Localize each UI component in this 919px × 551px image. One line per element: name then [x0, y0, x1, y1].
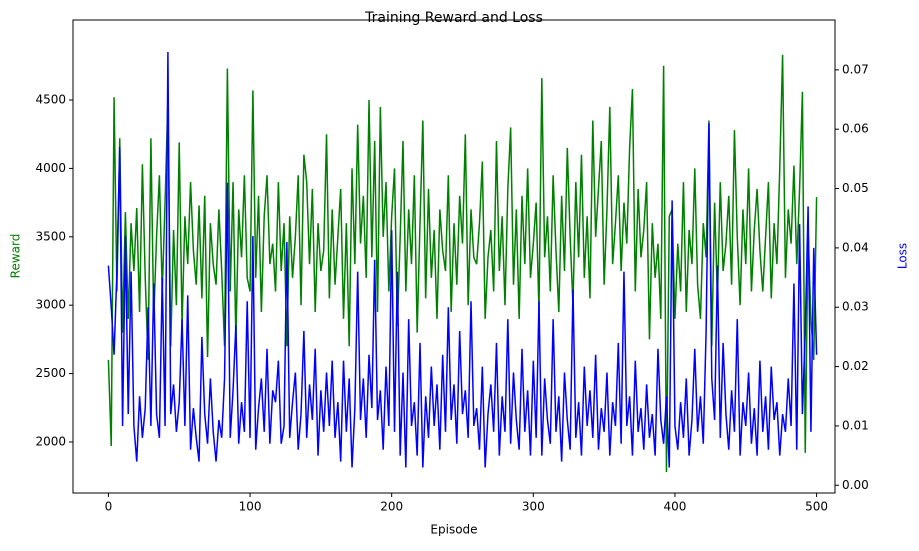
y2-tick-label: 0.01 — [842, 418, 869, 432]
x-tick-label: 100 — [239, 500, 262, 514]
y-tick-label: 4000 — [35, 161, 66, 175]
y-tick-label: 4500 — [35, 93, 66, 107]
series-line — [107, 52, 818, 468]
x-tick-label: 300 — [522, 500, 545, 514]
y-tick-label: 2500 — [35, 366, 66, 380]
y2-tick-label: 0.00 — [842, 478, 869, 492]
x-axis-label: Episode — [430, 523, 477, 537]
y2-tick-label: 0.02 — [842, 359, 869, 373]
y2-tick-label: 0.06 — [842, 122, 869, 136]
x-tick-label: 400 — [663, 500, 686, 514]
x-tick-label: 0 — [105, 500, 113, 514]
x-tick-label: 500 — [805, 500, 828, 514]
y-tick-label: 2000 — [35, 434, 66, 448]
chart-title: Training Reward and Loss — [364, 10, 543, 26]
y2-tick-label: 0.04 — [842, 240, 869, 254]
y2-tick-label: 0.07 — [842, 62, 869, 76]
y-tick-label: 3500 — [35, 229, 66, 243]
plot-frame — [72, 19, 836, 494]
series-line — [107, 54, 818, 473]
y2-axis-label: Loss — [896, 243, 910, 269]
y-axis-label: Reward — [9, 234, 23, 279]
y-tick-label: 3000 — [35, 298, 66, 312]
y2-tick-label: 0.05 — [842, 181, 869, 195]
x-tick-label: 200 — [380, 500, 403, 514]
y2-tick-label: 0.03 — [842, 300, 869, 314]
